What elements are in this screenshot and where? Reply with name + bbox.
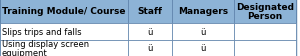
Text: Managers: Managers [178,7,228,16]
Bar [128,0,172,24]
Bar [0,24,128,40]
Text: Slips trips and falls: Slips trips and falls [2,27,82,36]
Bar [128,40,172,56]
Bar [234,24,296,40]
Bar [234,40,296,56]
Bar [0,40,128,56]
Bar [172,0,234,24]
Text: ü: ü [147,27,153,36]
Text: ü: ü [200,44,206,53]
Text: Staff: Staff [137,7,163,16]
Bar [0,0,128,24]
Text: Designated
Person: Designated Person [236,3,294,21]
Bar [172,40,234,56]
Text: ü: ü [147,44,153,53]
Text: Using display screen
equipment: Using display screen equipment [2,39,89,56]
Bar [234,0,296,24]
Bar [172,24,234,40]
Bar [128,24,172,40]
Text: ü: ü [200,27,206,36]
Text: Training Module/ Course: Training Module/ Course [2,7,126,16]
